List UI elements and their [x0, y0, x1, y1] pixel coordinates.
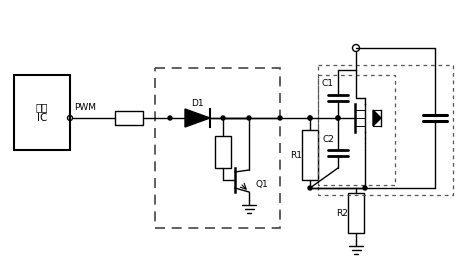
Circle shape — [278, 116, 282, 120]
Text: R1: R1 — [290, 151, 302, 159]
Bar — [348, 193, 364, 233]
Circle shape — [308, 116, 312, 120]
Bar — [318, 65, 453, 195]
Circle shape — [308, 186, 312, 190]
Text: Q1: Q1 — [255, 180, 268, 188]
Text: R2: R2 — [336, 209, 348, 218]
Circle shape — [308, 116, 312, 120]
Polygon shape — [185, 109, 210, 127]
Circle shape — [336, 116, 340, 120]
Bar — [14, 75, 70, 150]
Circle shape — [363, 186, 367, 190]
Circle shape — [247, 116, 251, 120]
Text: 电源
IC: 电源 IC — [36, 102, 48, 123]
Bar — [155, 68, 280, 228]
Bar — [302, 130, 318, 180]
Circle shape — [221, 116, 225, 120]
Text: D1: D1 — [191, 99, 204, 109]
Bar — [215, 136, 231, 168]
Polygon shape — [373, 110, 381, 126]
Bar — [115, 111, 143, 125]
Bar — [318, 75, 395, 185]
Text: C2: C2 — [322, 135, 334, 143]
Text: PWM: PWM — [74, 103, 96, 113]
Circle shape — [336, 116, 340, 120]
Text: C1: C1 — [322, 80, 334, 88]
Circle shape — [168, 116, 172, 120]
